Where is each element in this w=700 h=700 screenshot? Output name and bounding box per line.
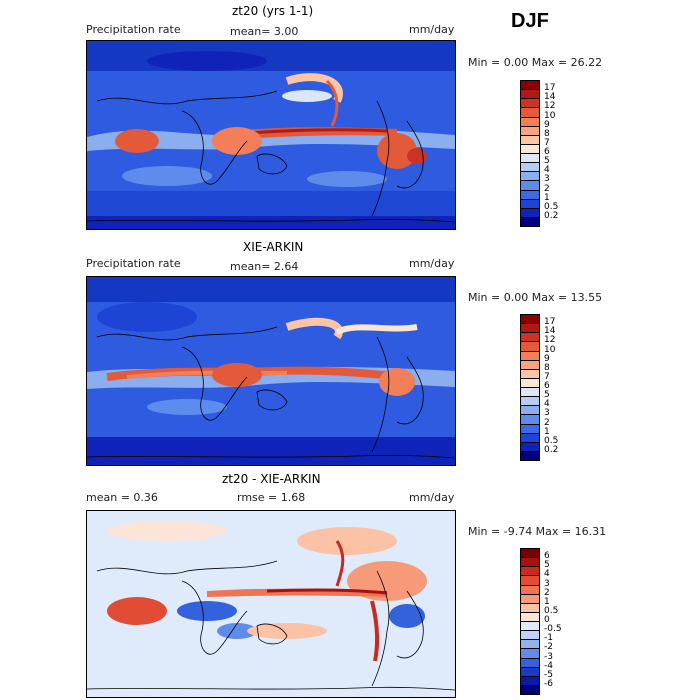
colorbar-tick-label: 3	[544, 408, 550, 419]
season-label: DJF	[511, 10, 549, 32]
panel-3-colorbar: 6 5 4 3 2 1 0.5 0 -0.5 -1 -2 -3 -4 -5 -6	[520, 548, 562, 695]
colorbar-tick-label: 3	[544, 578, 550, 589]
panel-3-map-field	[87, 511, 455, 697]
colorbar-tick-label: 7	[544, 137, 550, 148]
colorbar-tick-label: 10	[544, 344, 556, 355]
panel-1-map-field	[87, 41, 455, 229]
colorbar-tick-label: 10	[544, 110, 556, 121]
colorbar-tick-label: 8	[544, 128, 550, 139]
colorbar-tick-label: 6	[544, 551, 550, 562]
panel-3-map	[86, 510, 456, 698]
panel-3-minmax: Min = -9.74 Max = 16.31	[468, 525, 607, 538]
colorbar-tick-label: 5	[544, 560, 550, 571]
colorbar-tick-label: 12	[544, 335, 556, 346]
colorbar-tick-label: 5	[544, 156, 550, 167]
colorbar-swatch	[520, 216, 540, 227]
colorbar-tick-label: 4	[544, 165, 550, 176]
panel-3-units: mm/day	[409, 491, 455, 504]
colorbar-tick-label: 5	[544, 390, 550, 401]
panel-1-title: zt20 (yrs 1-1)	[232, 4, 314, 18]
colorbar-tick-label: 0.2	[544, 210, 559, 221]
colorbar-tick-label: 0.5	[544, 435, 559, 446]
colorbar-swatch	[520, 684, 540, 695]
panel-2-variable-label: Precipitation rate	[86, 257, 181, 270]
colorbar-tick-label: 9	[544, 119, 550, 130]
colorbar-tick-label: 14	[544, 326, 556, 337]
colorbar-tick-label: -6	[544, 678, 553, 689]
panel-1-map	[86, 40, 456, 230]
colorbar-tick-label: -4	[544, 660, 553, 671]
panel-2-map-field	[87, 277, 455, 465]
panel-1-minmax: Min = 0.00 Max = 26.22	[468, 56, 603, 69]
colorbar-tick-label: 2	[544, 587, 550, 598]
colorbar-tick-label: 8	[544, 362, 550, 373]
colorbar-tick-label: 6	[544, 147, 550, 157]
colorbar-tick-label: 1	[544, 192, 550, 203]
panel-2-colorbar: 17 14 12 10 9 8 7 6 5 4 3 2 1 0.5 0.2	[520, 314, 558, 461]
panel-2-title: XIE-ARKIN	[243, 240, 304, 254]
panel-3-rmse: rmse = 1.68	[237, 491, 306, 504]
colorbar-tick-label: 0.5	[544, 605, 559, 616]
panel-1-colorbar: 17 14 12 10 9 8 7 6 5 4 3 2 1 0.5 0.2	[520, 80, 558, 227]
panel-2-mean: mean= 2.64	[230, 260, 299, 273]
colorbar-tick-label: 1	[544, 596, 550, 607]
colorbar-tick-label: 12	[544, 101, 556, 112]
colorbar-tick-label: -1	[544, 633, 553, 644]
colorbar-tick-label: -2	[544, 642, 553, 653]
panel-3-title: zt20 - XIE-ARKIN	[222, 472, 321, 486]
panel-2-minmax: Min = 0.00 Max = 13.55	[468, 291, 603, 304]
panel-1-units: mm/day	[409, 23, 455, 36]
colorbar-tick-label: 17	[544, 317, 556, 328]
colorbar-swatch	[520, 450, 540, 461]
colorbar-tick-label: 1	[544, 426, 550, 437]
colorbar-tick-label: -0.5	[544, 624, 562, 635]
colorbar-tick-label: -3	[544, 651, 553, 662]
colorbar-tick-label: 6	[544, 381, 550, 391]
panel-2-map	[86, 276, 456, 466]
colorbar-tick-label: 4	[544, 569, 550, 580]
colorbar-tick-label: 0.5	[544, 201, 559, 212]
colorbar-tick-label: 2	[544, 417, 550, 428]
colorbar-tick-label: 4	[544, 399, 550, 410]
colorbar-tick-label: -5	[544, 669, 553, 680]
colorbar-tick-label: 7	[544, 371, 550, 382]
colorbar-tick-label: 17	[544, 83, 556, 94]
panel-1-variable-label: Precipitation rate	[86, 23, 181, 36]
colorbar-tick-label: 0	[544, 615, 550, 625]
colorbar-tick-label: 0.2	[544, 444, 559, 455]
panel-2-units: mm/day	[409, 257, 455, 270]
colorbar-tick-label: 2	[544, 183, 550, 194]
panel-1-mean: mean= 3.00	[230, 25, 299, 38]
panel-3-mean: mean = 0.36	[86, 491, 158, 504]
colorbar-tick-label: 3	[544, 174, 550, 185]
colorbar-tick-label: 9	[544, 353, 550, 364]
colorbar-tick-label: 14	[544, 92, 556, 103]
